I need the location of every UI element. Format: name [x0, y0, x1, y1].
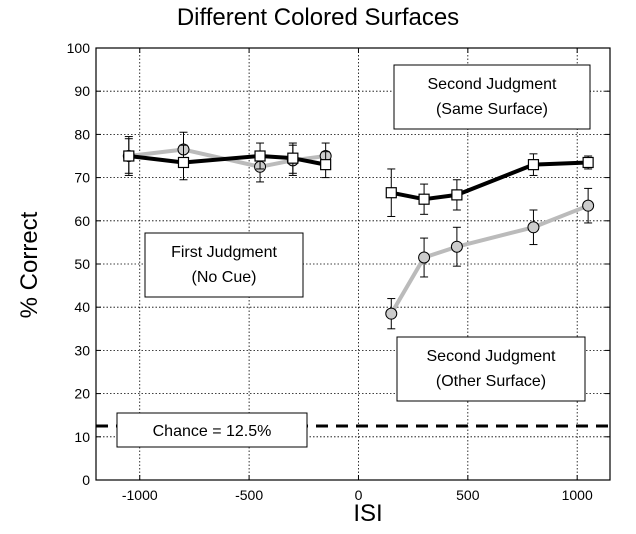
annotation-text: (No Cue) [192, 269, 257, 286]
y-tick-label: 20 [74, 386, 90, 402]
data-point-circle [582, 199, 595, 212]
data-point-circle [385, 307, 398, 320]
chance-label-box [116, 412, 308, 448]
annotation-second-same: Second Judgment (Same Surface) [393, 64, 591, 130]
data-point-square [123, 150, 135, 162]
annotation-text: (Other Surface) [436, 373, 546, 390]
y-tick-label: 80 [74, 126, 90, 142]
x-tick-label: 1000 [562, 487, 593, 503]
data-point-square [451, 189, 463, 201]
x-tick-label: -1000 [122, 487, 158, 503]
annotation-box [144, 232, 304, 298]
annotation-box [396, 336, 586, 402]
data-point-square [582, 156, 594, 169]
chance-label: Chance = 12.5% [116, 412, 308, 448]
annotation-first: First Judgment (No Cue) [144, 232, 304, 298]
x-tick-label: -500 [235, 487, 263, 503]
y-tick-label: 60 [74, 213, 90, 229]
chart-title: Different Colored Surfaces [176, 4, 460, 31]
annotation-text: First Judgment [171, 244, 277, 261]
data-point-circle [450, 240, 463, 253]
y-tick-label: 70 [74, 170, 90, 186]
annotation-second-other: Second Judgment (Other Surface) [396, 336, 586, 402]
data-point-circle [527, 221, 540, 234]
series-second-judgment-other-surface [385, 187, 595, 330]
data-point-square [177, 156, 190, 169]
data-point-square [527, 159, 540, 171]
y-tick-label: 0 [82, 472, 90, 488]
y-tick-label: 30 [74, 342, 90, 358]
series-first-judgment-black [123, 136, 332, 181]
series-second-judgment-same-surface [385, 153, 594, 217]
annotation-text: (Same Surface) [436, 101, 548, 118]
y-tick-label: 90 [74, 83, 90, 99]
data-point-square [287, 152, 299, 164]
data-point-circle [418, 251, 431, 264]
y-tick-label: 50 [74, 256, 90, 272]
data-point-square [385, 187, 397, 199]
chance-label-text: Chance = 12.5% [153, 423, 272, 440]
x-axis-label: ISI [353, 500, 383, 527]
annotation-text: Second Judgment [427, 348, 557, 365]
data-point-square [254, 150, 266, 162]
y-tick-label: 100 [67, 40, 91, 56]
data-point-square [418, 193, 430, 205]
data-point-square [320, 159, 332, 171]
x-tick-label: 0 [355, 487, 363, 503]
x-tick-label: 500 [456, 487, 480, 503]
annotation-text: Second Judgment [428, 76, 558, 93]
y-tick-label: 10 [74, 429, 90, 445]
annotation-box [393, 64, 591, 130]
plot-frame [95, 47, 611, 481]
y-tick-label: 40 [74, 299, 90, 315]
